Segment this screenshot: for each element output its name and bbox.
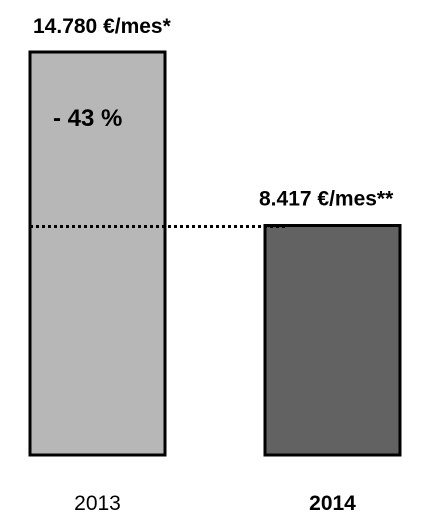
category-label-2013: 2013	[74, 492, 121, 515]
data-label-2014: 8.417 €/mes**	[259, 187, 394, 210]
category-label-2014: 2014	[309, 492, 356, 515]
labels-layer: 14.780 €/mes* 2013 8.417 €/mes** 2014	[33, 15, 394, 515]
bar-2014	[263, 223, 402, 457]
data-label-2013: 14.780 €/mes*	[33, 15, 172, 38]
percent-change-annotation: - 43 %	[53, 105, 122, 132]
bar-2013	[28, 50, 167, 457]
bars-layer	[28, 50, 402, 457]
